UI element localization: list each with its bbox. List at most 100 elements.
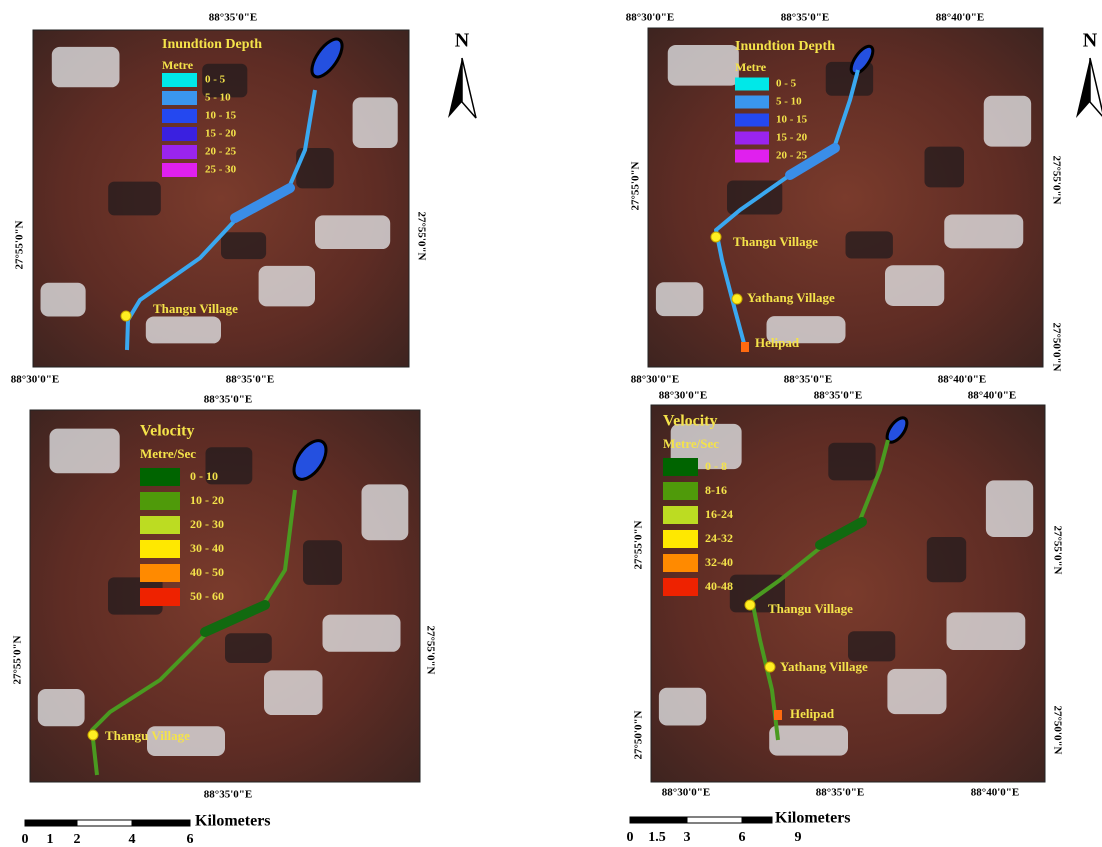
legend-label: 16-24 — [705, 507, 733, 521]
north-arrow — [1076, 58, 1090, 118]
legend-label: 5 - 10 — [205, 92, 231, 104]
snow-patch — [38, 689, 85, 726]
legend-label: 24-32 — [705, 531, 733, 545]
coordinate-label: 88°40'0"E — [971, 787, 1019, 799]
legend-label: 30 - 40 — [190, 541, 224, 555]
north-arrow — [462, 58, 476, 118]
place-label: Helipad — [755, 335, 800, 350]
snow-patch — [947, 612, 1026, 650]
place-label: Helipad — [790, 706, 835, 721]
scale-bar-segment — [630, 817, 687, 823]
coordinate-label: 27°55'0"N — [633, 520, 645, 569]
coordinate-label: 88°35'0"E — [816, 787, 864, 799]
legend-label: 0 - 10 — [190, 469, 218, 483]
snow-patch — [41, 283, 86, 317]
legend-swatch — [735, 114, 769, 127]
legend-swatch — [140, 540, 180, 558]
map-panel: 88°35'0"E88°30'0"E88°35'0"E27°55'0"N27°5… — [11, 12, 428, 386]
snow-patch — [315, 215, 390, 249]
legend-swatch — [162, 163, 197, 177]
shadow-patch — [925, 147, 965, 188]
coordinate-label: 27°50'0"N — [633, 710, 645, 759]
legend-label: 20 - 25 — [205, 146, 237, 158]
legend-swatch — [140, 588, 180, 606]
coordinate-label: 27°50'0"N — [1051, 705, 1063, 754]
place-marker — [711, 232, 721, 242]
legend-unit: Metre/Sec — [663, 436, 719, 451]
place-marker — [765, 662, 775, 672]
coordinate-label: 27°55'0"N — [1050, 155, 1062, 204]
legend-swatch — [735, 132, 769, 145]
place-marker — [88, 730, 98, 740]
legend-title: Velocity — [663, 413, 718, 430]
legend-swatch — [663, 530, 698, 548]
legend-label: 40-48 — [705, 579, 733, 593]
shadow-patch — [848, 631, 895, 661]
coordinate-label: 88°30'0"E — [631, 374, 679, 386]
place-label: Thangu Village — [153, 301, 238, 316]
shadow-patch — [221, 232, 266, 259]
snow-patch — [885, 265, 944, 306]
coordinate-label: 88°40'0"E — [938, 374, 986, 386]
legend-swatch — [735, 78, 769, 91]
legend-label: 10 - 15 — [776, 114, 808, 126]
snow-patch — [668, 45, 739, 86]
north-label: N — [455, 30, 470, 52]
legend-label: 32-40 — [705, 555, 733, 569]
north-arrow — [1090, 58, 1102, 118]
legend-swatch — [735, 96, 769, 109]
coordinate-label: 27°55'0"N — [415, 211, 427, 260]
place-marker — [121, 311, 131, 321]
place-label: Thangu Village — [768, 601, 853, 616]
place-marker — [732, 294, 742, 304]
coordinate-label: 88°35'0"E — [226, 374, 274, 386]
snow-patch — [323, 615, 401, 652]
legend-swatch — [140, 468, 180, 486]
coordinate-label: 88°30'0"E — [11, 374, 59, 386]
snow-patch — [944, 214, 1023, 248]
legend-label: 10 - 20 — [190, 493, 224, 507]
legend-swatch — [162, 73, 197, 87]
coordinate-label: 88°35'0"E — [814, 390, 862, 402]
shadow-patch — [927, 537, 966, 582]
coordinate-label: 27°55'0"N — [424, 625, 436, 674]
legend-swatch — [162, 127, 197, 141]
legend-unit: Metre/Sec — [140, 446, 196, 461]
scale-tick-label: 6 — [187, 832, 194, 847]
snow-patch — [986, 480, 1033, 537]
legend-swatch — [140, 516, 180, 534]
legend-unit: Metre — [162, 58, 194, 72]
legend-title: Inundtion Depth — [162, 37, 262, 52]
shadow-patch — [828, 443, 875, 481]
legend-unit: Metre — [735, 60, 767, 74]
coordinate-label: 88°30'0"E — [662, 787, 710, 799]
coordinate-label: 88°30'0"E — [626, 12, 674, 24]
coordinate-label: 88°35'0"E — [784, 374, 832, 386]
shadow-patch — [303, 540, 342, 585]
legend-label: 8-16 — [705, 483, 727, 497]
legend-swatch — [162, 109, 197, 123]
legend-swatch — [663, 506, 698, 524]
north-label: N — [1083, 30, 1098, 52]
scale-unit: Kilometers — [775, 810, 851, 827]
scale-tick-label: 1 — [47, 832, 54, 847]
legend-label: 15 - 20 — [776, 132, 808, 144]
place-marker — [745, 600, 755, 610]
place-label: Thangu Village — [733, 234, 818, 249]
north-arrow — [448, 58, 462, 118]
legend-swatch — [663, 554, 698, 572]
snow-patch — [259, 266, 315, 306]
scale-unit: Kilometers — [195, 813, 271, 830]
legend-title: Inundtion Depth — [735, 39, 835, 54]
legend-label: 10 - 15 — [205, 110, 237, 122]
coordinate-label: 27°50'0"N — [1050, 322, 1062, 371]
shadow-patch — [225, 633, 272, 663]
scale-tick-label: 6 — [739, 830, 746, 845]
scale-bar-segment — [132, 820, 190, 826]
legend-swatch — [162, 91, 197, 105]
helipad-marker — [741, 342, 749, 352]
snow-patch — [50, 429, 120, 474]
scale-tick-label: 3 — [684, 830, 691, 845]
coordinate-label: 88°40'0"E — [936, 12, 984, 24]
snow-patch — [362, 484, 409, 540]
